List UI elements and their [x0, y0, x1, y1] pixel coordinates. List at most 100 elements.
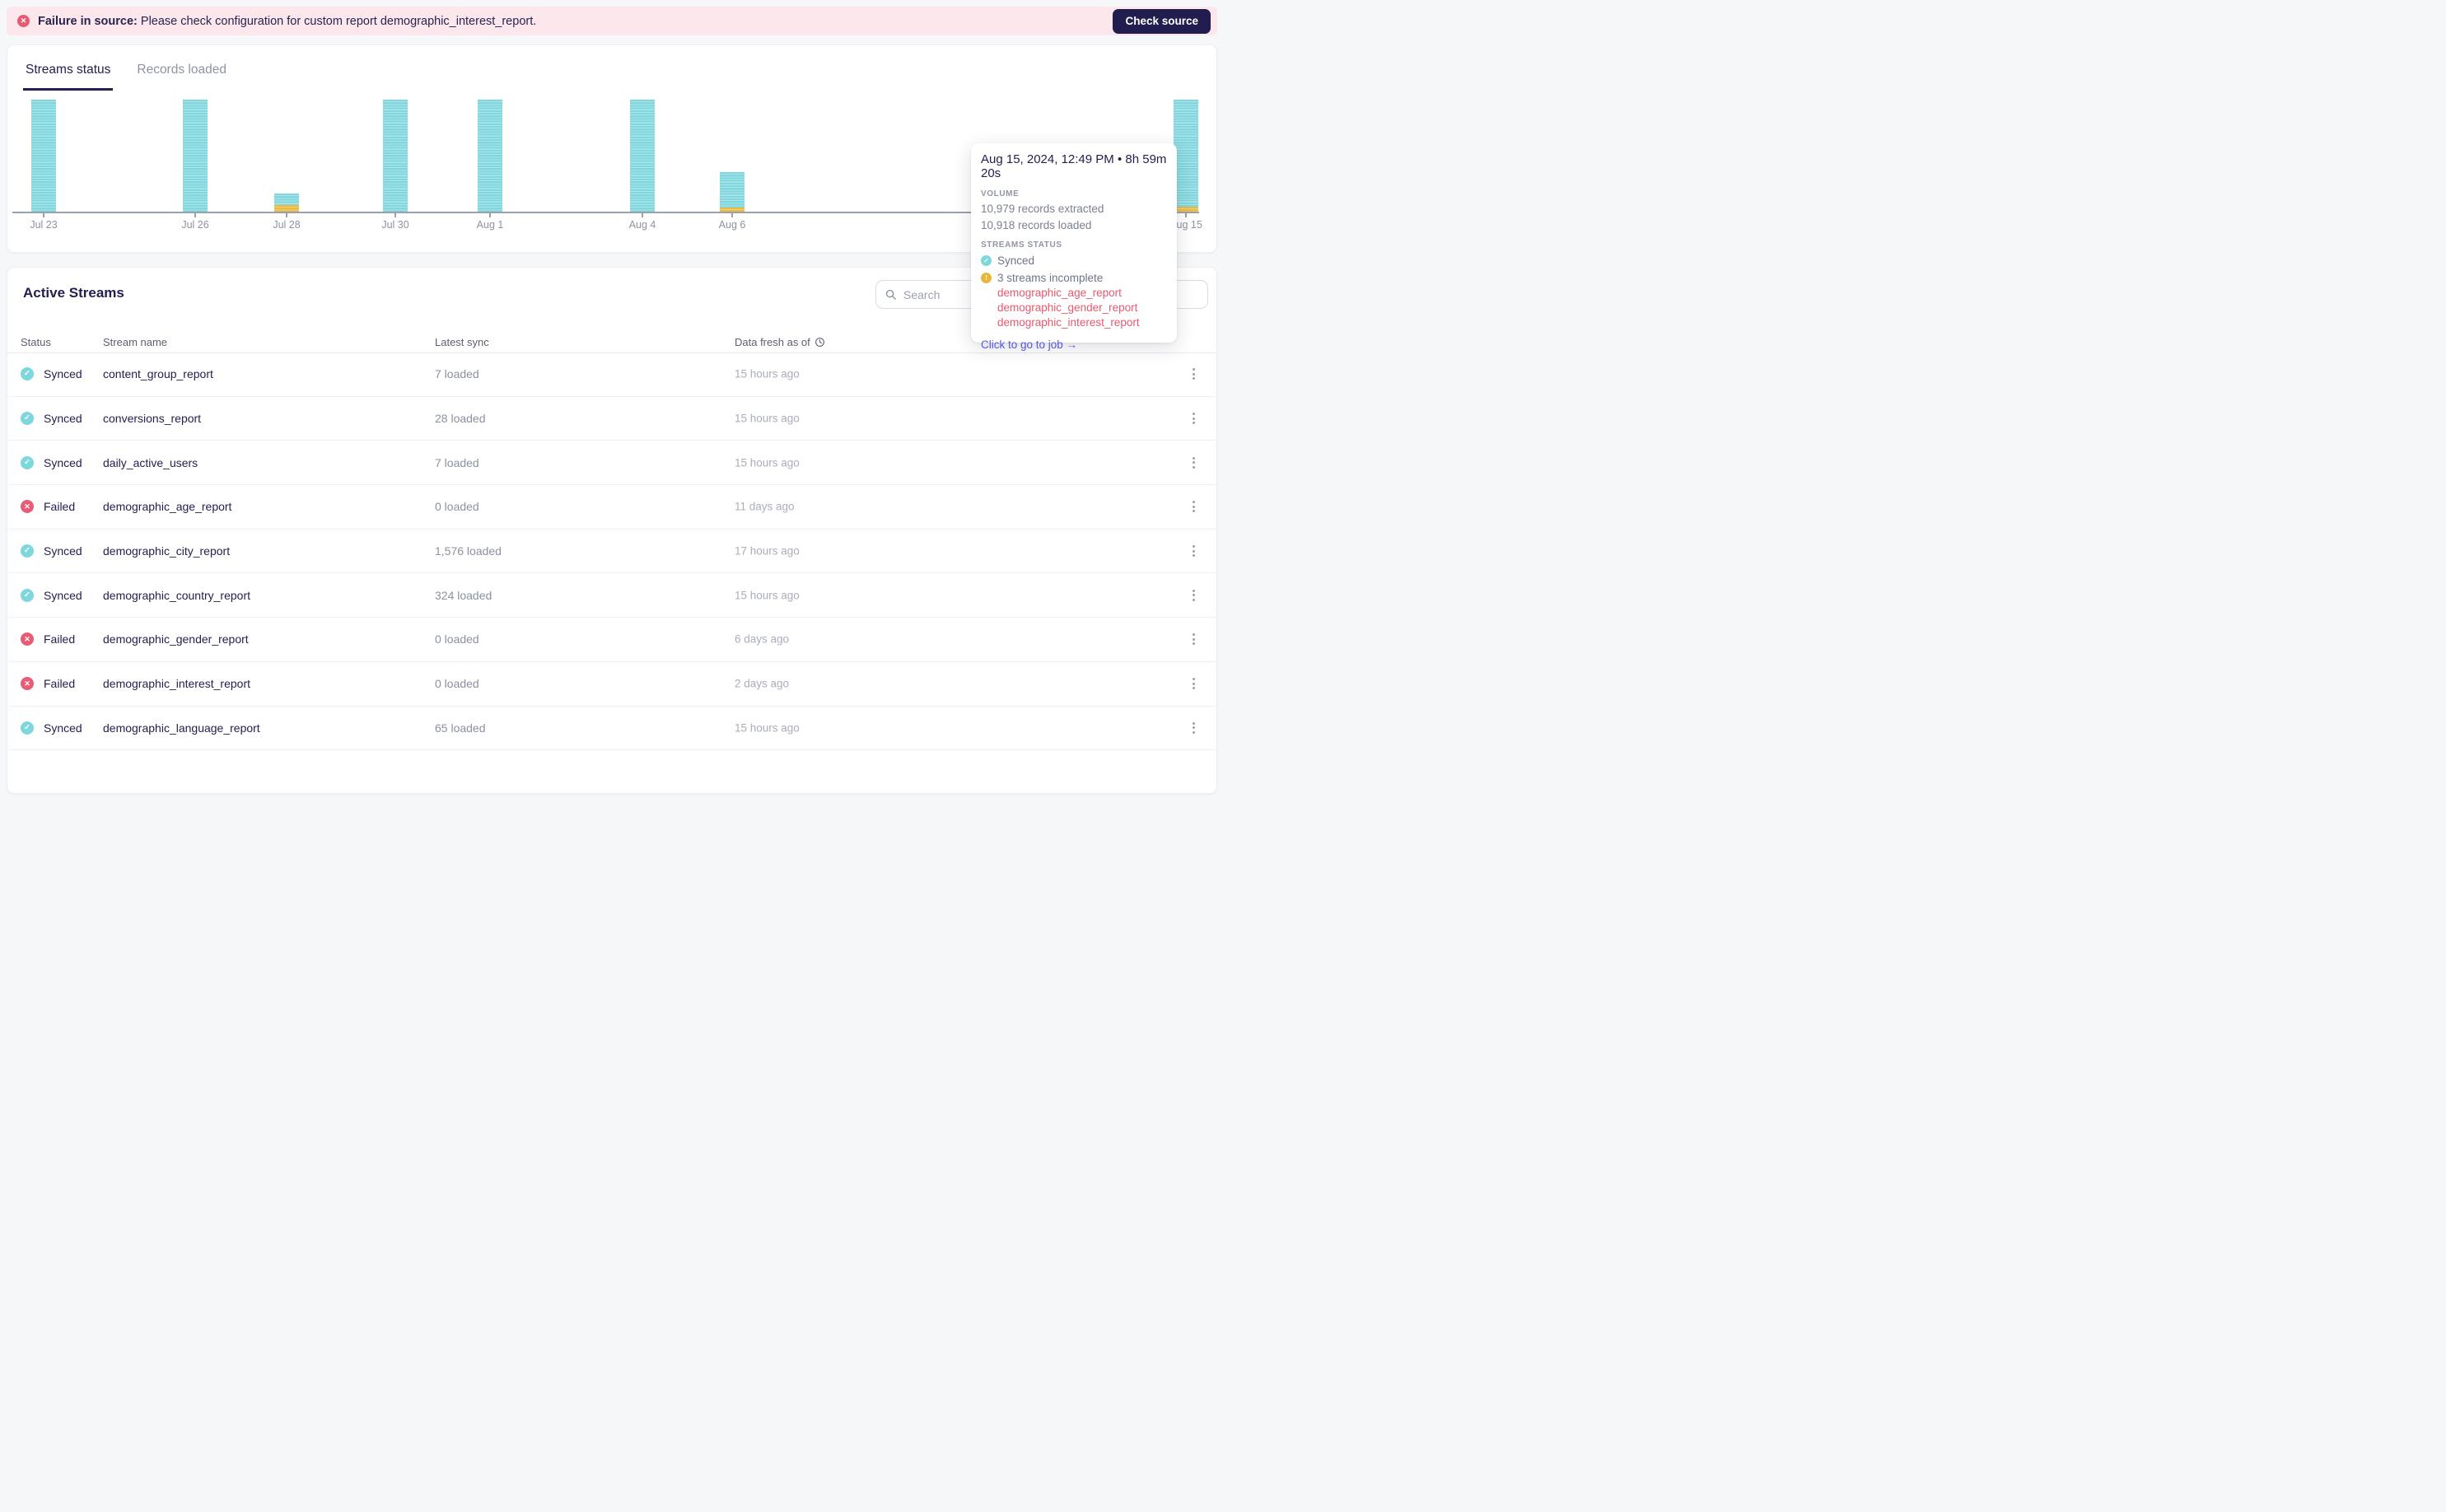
alert-circle-icon: !	[981, 273, 992, 283]
stream-name: conversions_report	[103, 412, 202, 426]
axis-tick	[43, 213, 44, 217]
stream-name: daily_active_users	[103, 455, 198, 469]
clock-icon	[815, 338, 824, 347]
status-label: Synced	[44, 412, 82, 426]
stream-row-demographic_city_report[interactable]: ✓ Synced demographic_city_report 1,576 load…	[7, 530, 1216, 574]
tooltip-records-loaded: 10,918 records loaded	[981, 219, 1092, 231]
status-label: Synced	[44, 455, 82, 469]
axis-tick	[194, 213, 196, 217]
tooltip-records-extracted: 10,979 records extracted	[981, 203, 1104, 215]
tooltip-streams-status-label: STREAMS STATUS	[981, 240, 1062, 250]
row-menu-kebab-icon[interactable]	[1188, 629, 1199, 649]
stream-name: demographic_age_report	[103, 500, 232, 514]
latest-sync-value: 65 loaded	[435, 721, 486, 735]
row-menu-kebab-icon[interactable]	[1188, 718, 1199, 738]
latest-sync-value: 0 loaded	[435, 632, 479, 646]
data-fresh-value: 15 hours ago	[735, 589, 800, 602]
column-header-status: Status	[21, 336, 51, 348]
tooltip-synced-row: ✓ Synced	[981, 254, 1167, 267]
chart-bar-jul-30[interactable]	[383, 100, 408, 212]
axis-label: Aug 4	[628, 219, 656, 231]
data-fresh-value: 11 days ago	[735, 500, 795, 513]
column-header-data-fresh: Data fresh as of	[735, 336, 825, 348]
axis-label: Jul 23	[30, 219, 58, 231]
row-menu-kebab-icon[interactable]	[1188, 497, 1199, 516]
status-label: Synced	[44, 367, 82, 381]
latest-sync-value: 0 loaded	[435, 500, 479, 514]
data-fresh-value: 17 hours ago	[735, 544, 800, 558]
latest-sync-value: 7 loaded	[435, 367, 479, 381]
axis-label: Jul 26	[181, 219, 209, 231]
stream-row-demographic_interest_report[interactable]: ✕ Failed demographic_interest_report 0 load…	[7, 662, 1216, 707]
data-fresh-value: 6 days ago	[735, 632, 790, 646]
data-fresh-value: 15 hours ago	[735, 367, 800, 380]
data-fresh-value: 15 hours ago	[735, 412, 800, 425]
tooltip-incomplete-stream: demographic_gender_report	[997, 301, 1138, 314]
check-circle-icon: ✓	[21, 588, 34, 602]
check-circle-icon: ✓	[21, 367, 34, 381]
tab-records-loaded[interactable]: Records loaded	[137, 63, 226, 77]
chart-bar-aug-1[interactable]	[478, 100, 502, 212]
latest-sync-value: 7 loaded	[435, 455, 479, 469]
check-circle-icon: ✓	[21, 544, 34, 558]
error-banner-message-bold: Failure in source:	[38, 14, 138, 28]
chart-bar-jul-26[interactable]	[183, 100, 208, 212]
tooltip-title: Aug 15, 2024, 12:49 PM • 8h 59m 20s	[981, 152, 1167, 180]
latest-sync-value: 0 loaded	[435, 677, 479, 691]
tab-streams-status[interactable]: Streams status	[23, 63, 114, 91]
axis-tick	[1185, 213, 1187, 217]
chart-bar-jul-28[interactable]	[274, 194, 299, 212]
row-menu-kebab-icon[interactable]	[1188, 674, 1199, 693]
axis-label: Jul 30	[381, 219, 409, 231]
axis-tick	[642, 213, 643, 217]
stream-row-daily_active_users[interactable]: ✓ Synced daily_active_users 7 loaded 15 hour…	[7, 441, 1216, 486]
row-menu-kebab-icon[interactable]	[1188, 408, 1199, 428]
x-circle-icon: ✕	[21, 677, 34, 691]
axis-label: Aug 15	[1169, 219, 1202, 231]
stream-row-demographic_gender_report[interactable]: ✕ Failed demographic_gender_report 0 loaded…	[7, 618, 1216, 662]
stream-name: demographic_gender_report	[103, 632, 249, 646]
chart-bar-warning-segment	[274, 205, 299, 212]
stream-row-content_group_report[interactable]: ✓ Synced content_group_report 7 loaded 15 ho…	[7, 352, 1216, 397]
column-header-data-fresh-label: Data fresh as of	[735, 336, 810, 348]
chart-bar-aug-15[interactable]	[1174, 100, 1198, 212]
go-to-job-link[interactable]: Click to go to job →	[981, 338, 1078, 351]
tooltip-incomplete-stream: demographic_age_report	[997, 287, 1122, 299]
chart-x-axis	[12, 212, 1199, 213]
stream-row-conversions_report[interactable]: ✓ Synced conversions_report 28 loaded 15 hou…	[7, 397, 1216, 441]
axis-label: Aug 1	[476, 219, 504, 231]
check-source-button[interactable]: Check source	[1113, 8, 1211, 34]
chart-bar-warning-segment	[720, 208, 745, 212]
axis-label: Jul 28	[273, 219, 301, 231]
tooltip-incomplete-row: ! 3 streams incomplete	[981, 272, 1167, 284]
row-menu-kebab-icon[interactable]	[1188, 586, 1199, 605]
stream-name: demographic_country_report	[103, 588, 250, 602]
data-fresh-value: 15 hours ago	[735, 456, 800, 469]
row-menu-kebab-icon[interactable]	[1188, 541, 1199, 561]
active-streams-panel: Active Streams Status Stream name Latest…	[7, 267, 1217, 794]
stream-name: demographic_interest_report	[103, 677, 250, 691]
stream-name: demographic_language_report	[103, 721, 260, 735]
sync-tooltip[interactable]: Aug 15, 2024, 12:49 PM • 8h 59m 20s VOLU…	[971, 143, 1177, 351]
sync-history-chart: Jul 23 Jul 26 Jul 28 Jul 30 Aug 1 Aug 4 Aug 6 A…	[12, 100, 1202, 231]
check-circle-icon: ✓	[21, 412, 34, 426]
tooltip-incomplete-stream: demographic_interest_report	[997, 316, 1140, 329]
stream-row-demographic_age_report[interactable]: ✕ Failed demographic_age_report 0 loaded 11 …	[7, 485, 1216, 530]
x-circle-icon: ✕	[21, 632, 34, 646]
chart-bar-aug-6[interactable]	[720, 172, 745, 212]
stream-row-demographic_language_report[interactable]: ✓ Synced demographic_language_report 65 loa…	[7, 707, 1216, 751]
x-circle-icon: ✕	[21, 500, 34, 514]
row-menu-kebab-icon[interactable]	[1188, 453, 1199, 473]
error-banner-message-rest: Please check configuration for custom re…	[137, 14, 537, 28]
row-menu-kebab-icon[interactable]	[1188, 364, 1199, 384]
chart-bar-aug-4[interactable]	[630, 100, 655, 212]
chart-bar-jul-23[interactable]	[31, 100, 56, 212]
axis-tick	[394, 213, 396, 217]
stream-row-demographic_country_report[interactable]: ✓ Synced demographic_country_report 324 loa…	[7, 573, 1216, 618]
axis-tick	[489, 213, 491, 217]
status-label: Synced	[44, 588, 82, 602]
stream-name: content_group_report	[103, 367, 213, 381]
axis-label: Aug 6	[718, 219, 746, 231]
axis-tick	[286, 213, 287, 217]
error-banner: ✕ Failure in source: Please check config…	[7, 7, 1217, 35]
